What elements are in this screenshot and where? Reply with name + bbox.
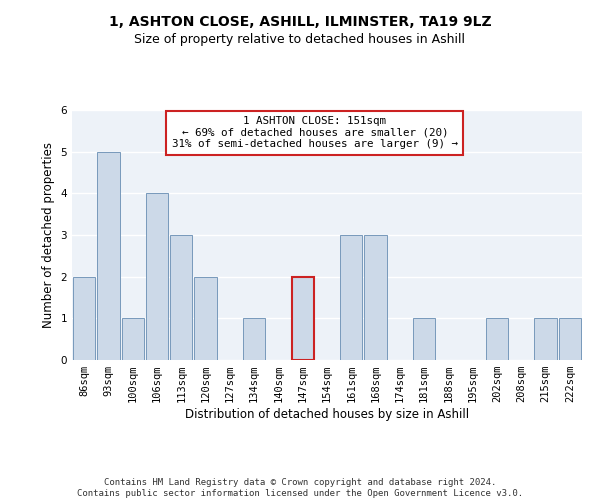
Bar (486, 318, 508, 360)
Y-axis label: Number of detached properties: Number of detached properties (42, 142, 55, 328)
Bar (243, 318, 265, 360)
Bar (413, 318, 436, 360)
Bar (340, 235, 362, 360)
Bar (292, 276, 314, 360)
Bar (170, 235, 193, 360)
Bar (559, 318, 581, 360)
Bar (146, 194, 168, 360)
Bar (535, 318, 557, 360)
Text: Size of property relative to detached houses in Ashill: Size of property relative to detached ho… (134, 32, 466, 46)
Bar (73, 276, 95, 360)
X-axis label: Distribution of detached houses by size in Ashill: Distribution of detached houses by size … (185, 408, 469, 421)
Bar (364, 235, 387, 360)
Text: 1 ASHTON CLOSE: 151sqm
← 69% of detached houses are smaller (20)
31% of semi-det: 1 ASHTON CLOSE: 151sqm ← 69% of detached… (172, 116, 458, 150)
Bar (194, 276, 217, 360)
Bar (122, 318, 144, 360)
Bar (97, 152, 119, 360)
Text: Contains HM Land Registry data © Crown copyright and database right 2024.
Contai: Contains HM Land Registry data © Crown c… (77, 478, 523, 498)
Text: 1, ASHTON CLOSE, ASHILL, ILMINSTER, TA19 9LZ: 1, ASHTON CLOSE, ASHILL, ILMINSTER, TA19… (109, 15, 491, 29)
